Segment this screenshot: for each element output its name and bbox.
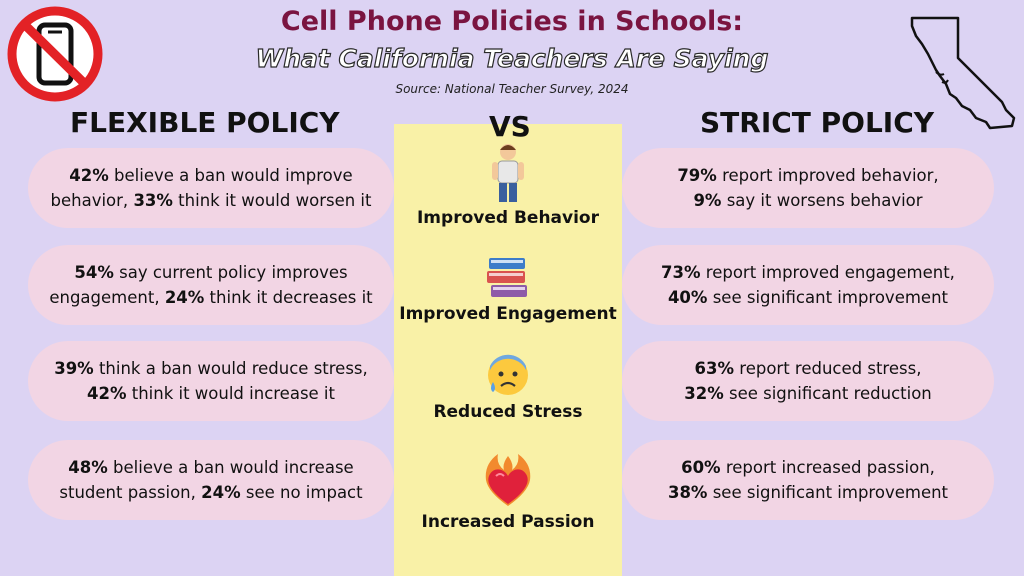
category-label: Improved Behavior [416,208,599,228]
category-behavior: Improved Behavior [394,142,622,228]
category-engagement: Improved Engagement [394,254,622,324]
no-phone-icon [7,6,103,102]
anxious-face-icon [488,354,528,395]
flexible-engagement-card: 54% say current policy improves engagemen… [28,245,394,325]
flexible-behavior-card: 42% believe a ban would improve behavior,… [28,148,394,228]
strict-policy-heading: STRICT POLICY [700,106,935,139]
books-icon [487,258,527,297]
vs-label: VS [489,110,531,143]
flexible-policy-heading: FLEXIBLE POLICY [70,106,340,139]
heart-on-fire-icon [485,454,531,506]
flexible-stress-card: 39% think a ban would reduce stress, 42% … [28,341,394,421]
person-icon [492,144,524,202]
flexible-passion-card: 48% believe a ban would increase student … [28,440,394,520]
source-note: Source: National Teacher Survey, 2024 [395,82,629,96]
strict-engagement-card: 73% report improved engagement, 40% see s… [622,245,994,325]
category-passion: Increased Passion [394,450,622,532]
category-label: Increased Passion [421,512,595,532]
page-title: Cell Phone Policies in Schools: [280,6,744,37]
category-label: Reduced Stress [433,402,583,422]
category-label: Improved Engagement [399,304,617,324]
california-outline-icon [910,16,1016,130]
strict-stress-card: 63% report reduced stress, 32% see signif… [622,341,994,421]
strict-passion-card: 60% report increased passion, 38% see sig… [622,440,994,520]
strict-behavior-card: 79% report improved behavior, 9% say it w… [622,148,994,228]
page-subtitle: What California Teachers Are Saying [255,43,769,73]
category-stress: Reduced Stress [394,352,622,422]
